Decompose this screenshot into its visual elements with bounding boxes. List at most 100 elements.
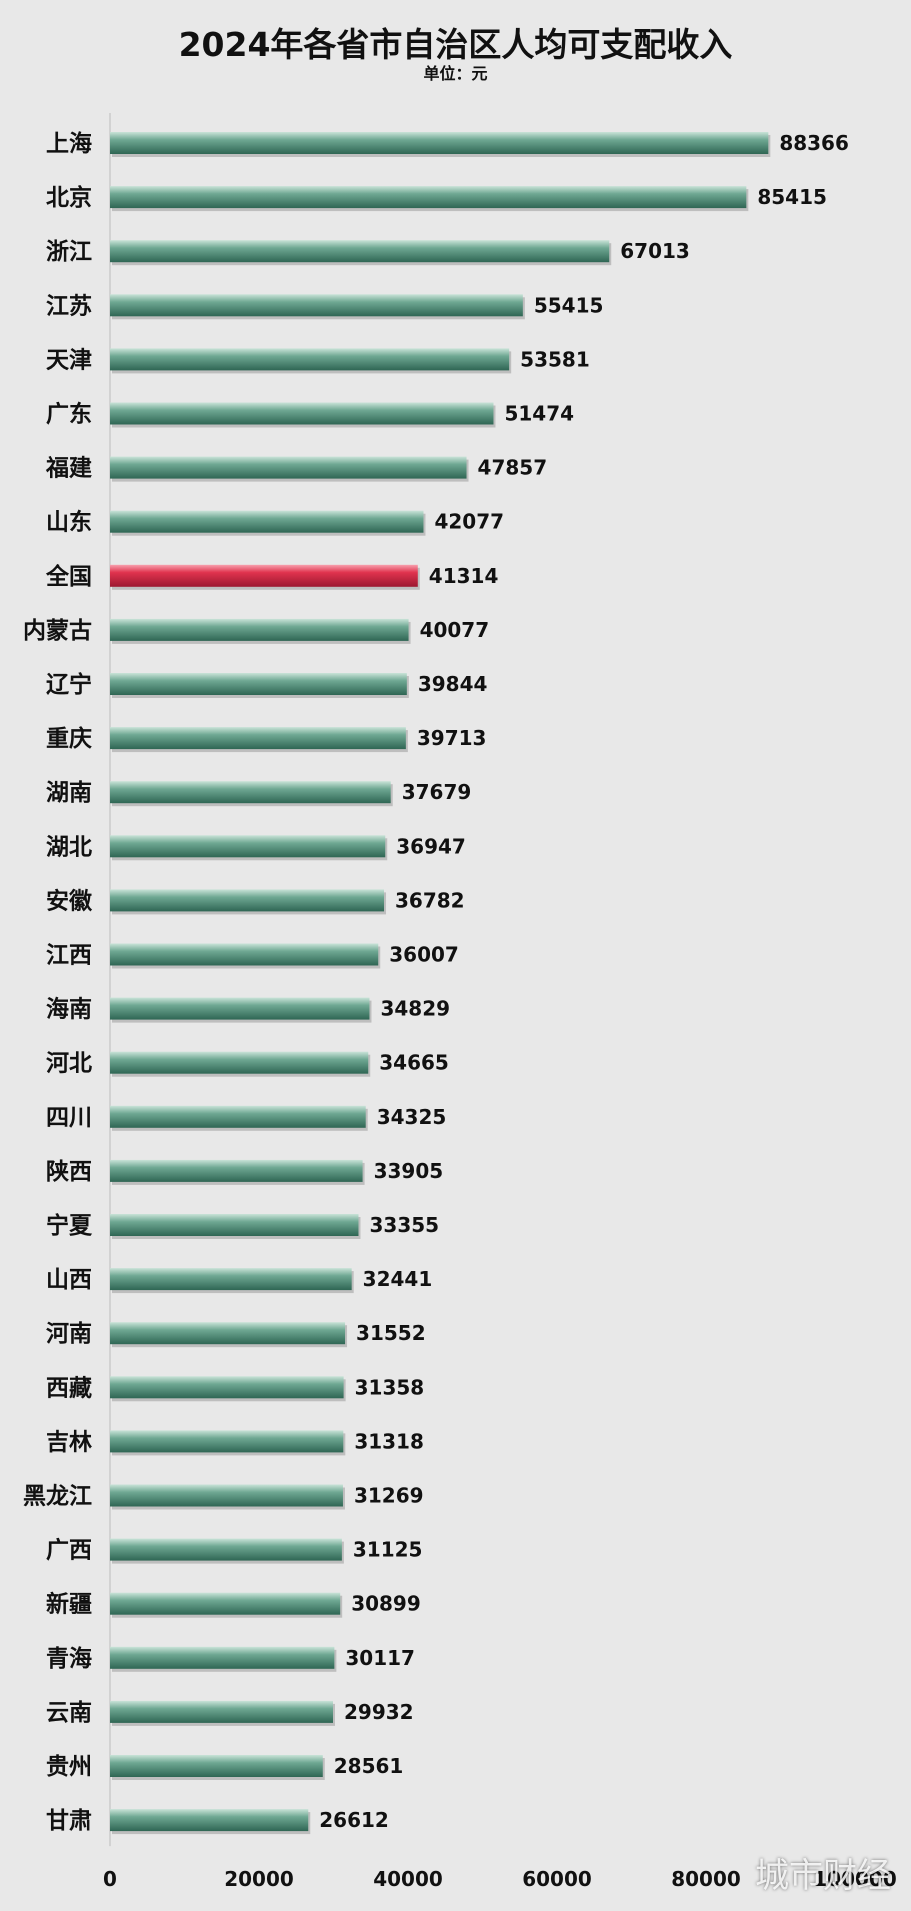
- value-label: 39713: [417, 726, 487, 750]
- bar: [110, 835, 386, 858]
- category-label: 青海: [46, 1645, 92, 1672]
- bar: [110, 1376, 344, 1399]
- category-label: 辽宁: [46, 671, 92, 698]
- category-label: 宁夏: [46, 1212, 93, 1239]
- bar: [110, 1051, 369, 1074]
- category-label: 天津: [46, 346, 92, 373]
- category-label: 北京: [46, 184, 92, 211]
- bar: [110, 1646, 335, 1669]
- bar: [110, 1809, 309, 1832]
- value-label: 34325: [377, 1105, 447, 1129]
- value-label: 47857: [478, 456, 548, 480]
- bar: [110, 781, 391, 804]
- bar: [110, 889, 385, 912]
- value-label: 36947: [396, 834, 466, 858]
- bar: [110, 294, 523, 317]
- category-label: 河南: [46, 1321, 92, 1347]
- value-label: 53581: [520, 347, 590, 371]
- bar: [110, 1755, 323, 1777]
- value-label: 31269: [354, 1484, 424, 1508]
- value-label: 32441: [363, 1267, 433, 1291]
- category-label: 甘肃: [46, 1808, 92, 1834]
- category-label: 福建: [45, 456, 92, 482]
- x-tick-label: 100000: [813, 1867, 897, 1891]
- x-tick-label: 20000: [224, 1867, 294, 1891]
- category-label: 内蒙古: [23, 618, 92, 644]
- category-label: 重庆: [46, 725, 92, 752]
- bar: [110, 348, 510, 371]
- category-label: 上海: [46, 130, 92, 157]
- bar: [110, 1430, 344, 1453]
- bar: [110, 510, 424, 533]
- value-label: 85415: [757, 185, 827, 209]
- value-label: 88366: [779, 131, 849, 155]
- category-label: 江西: [46, 943, 92, 969]
- bar: [110, 402, 494, 425]
- category-label: 湖南: [46, 780, 92, 806]
- category-label: 陕西: [46, 1158, 92, 1185]
- category-label: 云南: [46, 1700, 92, 1726]
- bar: [110, 132, 769, 154]
- value-label: 29932: [344, 1700, 414, 1724]
- watermark: 城市财经: [755, 1856, 891, 1896]
- category-label: 海南: [46, 996, 92, 1023]
- x-tick-label: 0: [103, 1867, 117, 1891]
- category-label: 全国: [45, 563, 92, 590]
- category-label: 山西: [46, 1267, 92, 1293]
- value-label: 39844: [418, 672, 488, 696]
- chart-subtitle: 单位：元: [423, 64, 488, 83]
- category-label: 广东: [46, 401, 92, 428]
- bar: [110, 943, 379, 966]
- value-label: 36007: [389, 943, 459, 967]
- bar: [110, 1538, 342, 1561]
- category-label: 河北: [46, 1051, 92, 1077]
- value-label: 41314: [429, 564, 499, 588]
- category-label: 广西: [46, 1537, 92, 1564]
- category-label: 四川: [46, 1105, 92, 1131]
- category-label: 西藏: [46, 1375, 92, 1401]
- category-label: 贵州: [46, 1754, 92, 1780]
- bar: [110, 1159, 363, 1182]
- chart-title: 2024年各省市自治区人均可支配收入: [178, 25, 733, 64]
- bar-highlight: [110, 564, 418, 587]
- category-label: 湖北: [46, 834, 92, 860]
- bar: [110, 727, 406, 750]
- value-label: 28561: [334, 1754, 404, 1778]
- bar: [110, 997, 370, 1020]
- category-label: 黑龙江: [23, 1484, 92, 1510]
- bar: [110, 1268, 352, 1291]
- value-label: 26612: [319, 1808, 389, 1832]
- value-label: 31358: [355, 1375, 425, 1399]
- bar: [110, 1700, 333, 1723]
- value-label: 30117: [345, 1646, 415, 1670]
- bar: [110, 1214, 359, 1236]
- value-label: 31125: [353, 1538, 423, 1562]
- value-label: 51474: [504, 402, 574, 426]
- value-label: 33905: [374, 1159, 444, 1183]
- value-label: 42077: [434, 510, 504, 534]
- value-label: 33355: [369, 1213, 439, 1237]
- value-label: 55415: [534, 293, 604, 317]
- value-label: 34829: [380, 997, 450, 1021]
- x-tick-label: 60000: [522, 1867, 592, 1891]
- bar: [110, 186, 747, 209]
- category-label: 山东: [46, 509, 92, 536]
- bar: [110, 1592, 341, 1615]
- value-label: 31318: [354, 1429, 424, 1453]
- x-tick-label: 40000: [373, 1867, 443, 1891]
- bar: [110, 240, 610, 263]
- x-tick-label: 80000: [671, 1867, 741, 1891]
- value-label: 31552: [356, 1321, 426, 1345]
- bar: [110, 1322, 346, 1345]
- value-label: 36782: [395, 888, 465, 912]
- value-label: 67013: [620, 239, 690, 263]
- bar: [110, 1105, 366, 1128]
- value-label: 30899: [351, 1592, 421, 1616]
- category-label: 吉林: [46, 1428, 92, 1455]
- category-label: 江苏: [46, 293, 92, 319]
- category-label: 浙江: [46, 239, 92, 265]
- bar: [110, 456, 467, 479]
- category-label: 新疆: [46, 1591, 92, 1618]
- bar: [110, 673, 407, 695]
